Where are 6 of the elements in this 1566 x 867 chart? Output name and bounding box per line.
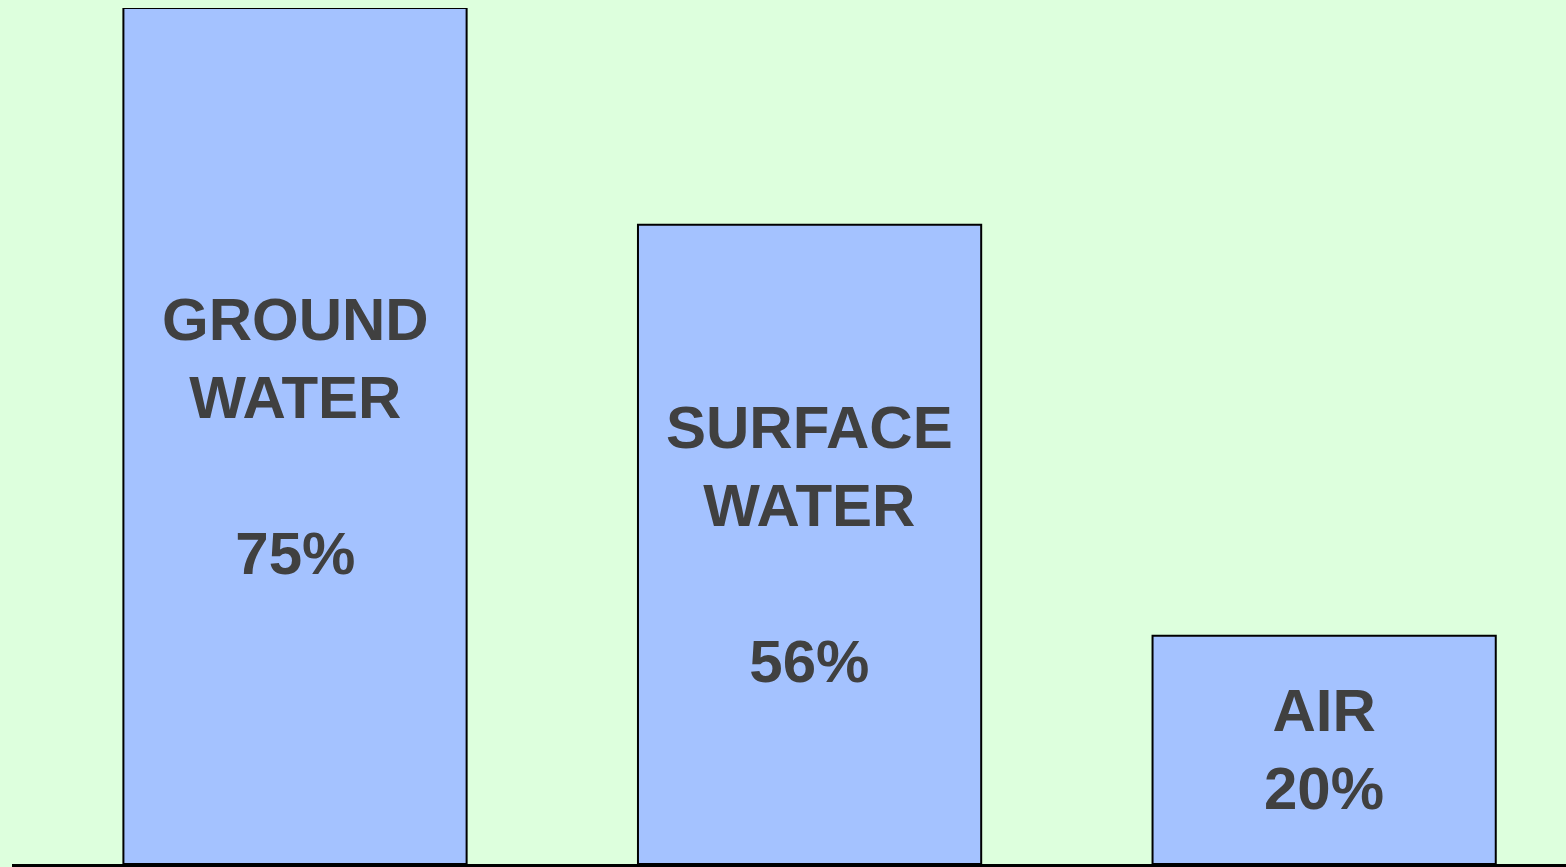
data-label: 20% <box>1264 755 1385 822</box>
x-tick-label: GROUND WATER <box>162 286 429 431</box>
x-tick-label: AIR <box>1272 677 1376 744</box>
data-label: 75% <box>235 520 356 587</box>
x-tick-label: SURFACE WATER <box>666 394 953 539</box>
data-label: 56% <box>749 628 870 695</box>
